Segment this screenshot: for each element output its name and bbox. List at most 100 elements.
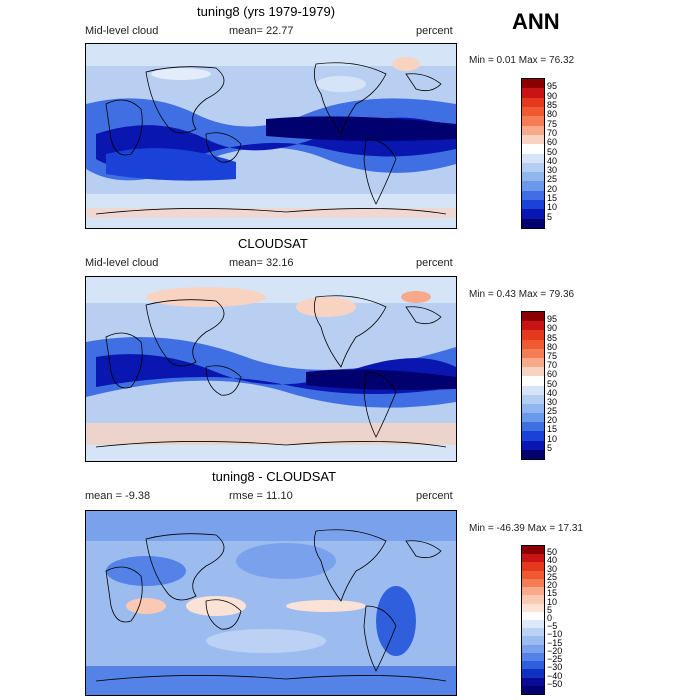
colorbar-segment xyxy=(522,321,544,331)
colorbar-tick-label: 75 xyxy=(547,350,558,361)
colorbar-segment xyxy=(522,628,544,637)
colorbar-segment xyxy=(522,97,544,107)
colorbar-segment xyxy=(522,125,544,135)
colorbar-segment xyxy=(522,190,544,201)
colorbar-tick-label: 30 xyxy=(547,396,558,407)
colorbar-tick-label: 50 xyxy=(547,146,558,157)
colorbar-tick-label: 20 xyxy=(547,415,558,426)
colorbar-tick-label: −50 xyxy=(547,678,563,689)
colorbar-tick-label: 85 xyxy=(547,332,558,343)
colorbar-tick-label: 5 xyxy=(547,604,553,615)
colorbar-tick-label: −40 xyxy=(547,670,563,681)
colorbar-segment xyxy=(522,570,544,579)
colorbar-segment xyxy=(522,652,544,662)
panel1-mean: mean= 22.77 xyxy=(229,25,294,37)
colorbar-segment xyxy=(522,357,544,368)
panel2-colorbar xyxy=(521,311,545,460)
colorbar-segment xyxy=(522,172,544,182)
colorbar-tick-label: 60 xyxy=(547,369,558,380)
colorbar-tick-label: 30 xyxy=(547,563,558,574)
colorbar-tick-label: 60 xyxy=(547,137,558,148)
colorbar-segment xyxy=(522,181,544,191)
panel1-title: tuning8 (yrs 1979-1979) xyxy=(197,4,336,19)
colorbar-tick-label: 50 xyxy=(547,378,558,389)
colorbar-tick-label: 40 xyxy=(547,555,558,566)
colorbar-segment xyxy=(522,669,544,678)
panel3-title: tuning8 - CLOUDSAT xyxy=(212,469,337,484)
panel2-map xyxy=(85,276,457,462)
season-label: ANN xyxy=(512,9,560,34)
colorbar-segment xyxy=(522,554,544,563)
colorbar-tick-label: 95 xyxy=(547,314,558,325)
colorbar-segment xyxy=(522,209,544,219)
colorbar-segment xyxy=(522,218,544,228)
colorbar-segment xyxy=(522,677,544,686)
colorbar-segment xyxy=(522,636,544,645)
colorbar-segment xyxy=(522,79,544,89)
colorbar-segment xyxy=(522,546,544,555)
colorbar-segment xyxy=(522,385,544,395)
colorbar-segment xyxy=(522,449,544,459)
colorbar-tick-label: 85 xyxy=(547,99,558,110)
colorbar-segment xyxy=(522,312,544,322)
colorbar-tick-label: 90 xyxy=(547,323,558,334)
colorbar-tick-label: 70 xyxy=(547,127,558,138)
colorbar-segment xyxy=(522,661,544,670)
colorbar-tick-label: 50 xyxy=(547,547,558,558)
colorbar-tick-label: 80 xyxy=(547,109,558,120)
colorbar-segment xyxy=(522,413,544,423)
colorbar-segment xyxy=(522,88,544,98)
colorbar-segment xyxy=(522,422,544,432)
colorbar-tick-label: −10 xyxy=(547,629,563,640)
colorbar-segment xyxy=(522,587,544,596)
panel1-map xyxy=(85,43,457,229)
colorbar-tick-label: 70 xyxy=(547,360,558,371)
panel1-units: percent xyxy=(416,25,453,37)
colorbar-tick-label: 10 xyxy=(547,202,558,213)
colorbar-tick-label: 30 xyxy=(547,165,558,176)
colorbar-tick-label: 80 xyxy=(547,341,558,352)
colorbar-segment xyxy=(522,144,544,154)
colorbar-tick-label: −5 xyxy=(547,621,558,632)
colorbar-segment xyxy=(522,619,544,629)
panel2-minmax: Min = 0.43 Max = 79.36 xyxy=(469,289,575,300)
panel3-colorbar xyxy=(521,545,545,695)
colorbar-tick-label: 20 xyxy=(547,183,558,194)
panel1-variable: Mid-level cloud xyxy=(85,25,159,37)
panel1-minmax: Min = 0.01 Max = 76.32 xyxy=(469,55,575,66)
colorbar-tick-label: 90 xyxy=(547,90,558,101)
colorbar-tick-label: 25 xyxy=(547,174,558,185)
panel3-rmse: rmse = 11.10 xyxy=(229,490,293,502)
colorbar-tick-label: 10 xyxy=(547,596,558,607)
colorbar-segment xyxy=(522,106,544,117)
colorbar-segment xyxy=(522,339,544,349)
colorbar-segment xyxy=(522,162,544,173)
colorbar-tick-label: 20 xyxy=(547,580,558,591)
colorbar-tick-label: 75 xyxy=(547,118,558,129)
colorbar-segment xyxy=(522,153,544,163)
panel3-units: percent xyxy=(416,490,453,502)
panel2-variable: Mid-level cloud xyxy=(85,257,159,269)
panel2-mean: mean= 32.16 xyxy=(229,257,294,269)
colorbar-segment xyxy=(522,431,544,441)
colorbar-segment xyxy=(522,348,544,358)
colorbar-tick-label: 5 xyxy=(547,442,553,453)
colorbar-segment xyxy=(522,603,544,612)
colorbar-tick-label: 40 xyxy=(547,155,558,166)
colorbar-segment xyxy=(522,376,544,386)
colorbar-tick-label: 95 xyxy=(547,81,558,92)
colorbar-tick-label: −15 xyxy=(547,637,563,648)
colorbar-tick-label: −20 xyxy=(547,645,563,656)
colorbar-segment xyxy=(522,134,544,145)
colorbar-segment xyxy=(522,403,544,414)
colorbar-segment xyxy=(522,611,544,620)
colorbar-tick-label: −30 xyxy=(547,662,563,673)
colorbar-tick-label: −25 xyxy=(547,654,563,665)
colorbar-segment xyxy=(522,116,544,126)
colorbar-segment xyxy=(522,394,544,404)
colorbar-segment xyxy=(522,685,544,694)
panel3-map xyxy=(85,510,457,696)
colorbar-tick-label: 15 xyxy=(547,193,558,204)
colorbar-segment xyxy=(522,578,544,588)
panel3-mean: mean = -9.38 xyxy=(85,490,151,502)
